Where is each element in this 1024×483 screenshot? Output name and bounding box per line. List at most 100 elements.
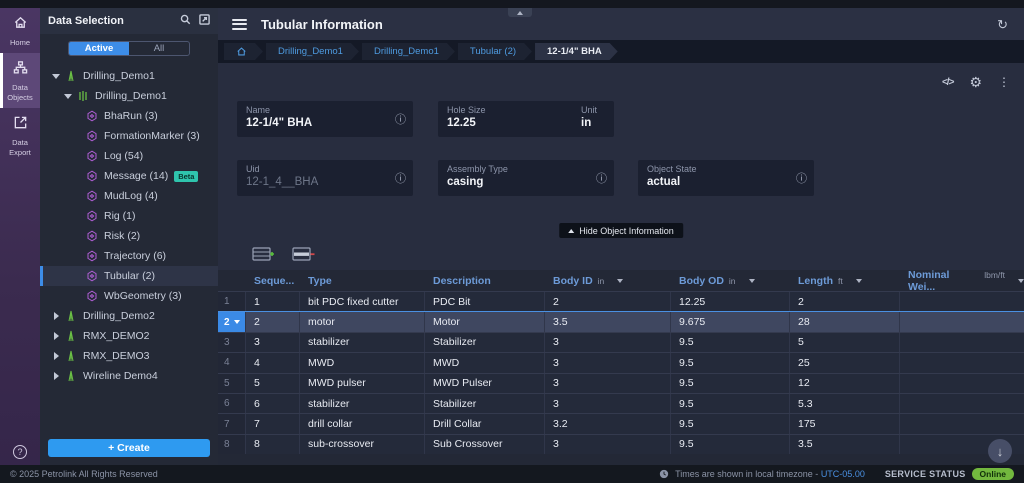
cell-body-od[interactable]: 9.5 <box>671 434 790 455</box>
object-state-field[interactable]: Object State actual ⓘ <box>638 160 814 196</box>
menu-icon[interactable] <box>232 18 247 30</box>
row-number[interactable]: 6 <box>218 393 246 414</box>
code-view-icon[interactable]: </> <box>941 76 955 88</box>
cell-description[interactable]: Stabilizer <box>425 393 545 414</box>
cell-length[interactable]: 3.5 <box>790 434 900 455</box>
cell-description[interactable]: Drill Collar <box>425 414 545 434</box>
refresh-icon[interactable]: ↻ <box>997 16 1008 32</box>
table-row[interactable]: 4 4 MWD MWD 3 9.5 25 <box>218 352 1024 373</box>
cell-body-id[interactable]: 3 <box>545 332 671 353</box>
row-number[interactable]: 3 <box>218 332 246 353</box>
cell-length[interactable]: 5 <box>790 332 900 353</box>
hide-object-information-button[interactable]: Hide Object Information <box>559 223 683 238</box>
cell-type[interactable]: stabilizer <box>300 332 425 353</box>
cell-sequence[interactable]: 4 <box>246 353 300 373</box>
cell-body-id[interactable]: 3 <box>545 353 671 373</box>
table-row[interactable]: 1 1 bit PDC fixed cutter PDC Bit 2 12.25… <box>218 291 1024 312</box>
row-number[interactable]: 5 <box>218 373 246 393</box>
caret-down-icon[interactable] <box>64 94 74 99</box>
cell-nominal-weight[interactable] <box>900 333 1024 352</box>
tree-item-log[interactable]: Log (54) <box>40 146 218 166</box>
cell-body-id[interactable]: 3 <box>545 393 671 414</box>
table-row[interactable]: 6 6 stabilizer Stabilizer 3 9.5 5.3 <box>218 392 1024 414</box>
cell-type[interactable]: bit PDC fixed cutter <box>300 292 425 312</box>
toggle-all[interactable]: All <box>153 43 165 54</box>
cell-length[interactable]: 28 <box>790 312 900 332</box>
cell-body-od[interactable]: 9.5 <box>671 373 790 393</box>
cell-type[interactable]: MWD pulser <box>300 373 425 393</box>
settings-gear-icon[interactable]: ⚙ <box>969 74 982 90</box>
tree-item-message[interactable]: Message (14) Beta <box>40 166 218 186</box>
cell-sequence[interactable]: 6 <box>246 393 300 414</box>
tree-item-formationmarker[interactable]: FormationMarker (3) <box>40 126 218 146</box>
caret-down-icon[interactable] <box>52 74 62 79</box>
cell-type[interactable]: sub-crossover <box>300 434 425 455</box>
cell-description[interactable]: Sub Crossover <box>425 434 545 455</box>
cell-body-id[interactable]: 3 <box>545 434 671 455</box>
cell-description[interactable]: Stabilizer <box>425 332 545 353</box>
nav-item-data-export[interactable]: Data Export <box>0 108 40 163</box>
column-dropdown-icon[interactable] <box>1018 278 1024 283</box>
tree-item-well[interactable]: Wireline Demo4 <box>40 366 218 386</box>
cell-body-od[interactable]: 9.5 <box>671 414 790 434</box>
tree-item-tubular[interactable]: Tubular (2) <box>40 266 218 286</box>
cell-length[interactable]: 5.3 <box>790 393 900 414</box>
cell-sequence[interactable]: 7 <box>246 414 300 434</box>
delete-row-icon[interactable] <box>292 247 315 262</box>
cell-length[interactable]: 2 <box>790 292 900 312</box>
column-header-length[interactable]: Length ft <box>790 275 900 287</box>
nav-item-data-objects[interactable]: Data Objects <box>0 53 40 109</box>
caret-right-icon[interactable] <box>52 372 62 380</box>
tree-item-well[interactable]: Drilling_Demo1 <box>40 66 218 86</box>
expand-panel-icon[interactable] <box>199 12 210 30</box>
cell-type[interactable]: stabilizer <box>300 393 425 414</box>
column-dropdown-icon[interactable] <box>617 278 624 283</box>
cell-description[interactable]: Motor <box>425 312 545 332</box>
tree-item-wbgeometry[interactable]: WbGeometry (3) <box>40 286 218 306</box>
cell-sequence[interactable]: 2 <box>246 312 300 332</box>
cell-body-od[interactable]: 9.5 <box>671 332 790 353</box>
tree-item-bharun[interactable]: BhaRun (3) <box>40 106 218 126</box>
caret-right-icon[interactable] <box>52 352 62 360</box>
cell-length[interactable]: 12 <box>790 373 900 393</box>
cell-description[interactable]: MWD Pulser <box>425 373 545 393</box>
cell-nominal-weight[interactable] <box>900 292 1024 311</box>
cell-nominal-weight[interactable] <box>900 414 1024 433</box>
info-icon[interactable]: ⓘ <box>796 173 807 185</box>
caret-right-icon[interactable] <box>52 332 62 340</box>
create-button[interactable]: + Create <box>48 439 210 457</box>
tree-item-mudlog[interactable]: MudLog (4) <box>40 186 218 206</box>
row-number[interactable]: 1 <box>218 292 246 312</box>
column-header-body-id[interactable]: Body ID in <box>545 275 671 287</box>
row-number[interactable]: 4 <box>218 353 246 373</box>
timezone-value[interactable]: UTC-05.00 <box>820 469 865 479</box>
cell-description[interactable]: MWD <box>425 353 545 373</box>
cell-body-od[interactable]: 9.675 <box>671 312 790 332</box>
table-row[interactable]: 5 5 MWD pulser MWD Pulser 3 9.5 12 <box>218 372 1024 393</box>
tree-item-well[interactable]: RMX_DEMO3 <box>40 346 218 366</box>
cell-body-id[interactable]: 3.2 <box>545 414 671 434</box>
cell-nominal-weight[interactable] <box>900 394 1024 413</box>
cell-length[interactable]: 25 <box>790 353 900 373</box>
cell-sequence[interactable]: 5 <box>246 373 300 393</box>
info-icon[interactable]: ⓘ <box>596 173 607 185</box>
nav-item-home[interactable]: Home <box>0 8 40 53</box>
cell-body-od[interactable]: 9.5 <box>671 393 790 414</box>
table-row[interactable]: 3 3 stabilizer Stabilizer 3 9.5 5 <box>218 331 1024 353</box>
tree-item-wellbore[interactable]: Drilling_Demo1 <box>40 86 218 106</box>
tree-item-well[interactable]: RMX_DEMO2 <box>40 326 218 346</box>
assembly-type-field[interactable]: Assembly Type casing ⓘ <box>438 160 614 196</box>
column-header-description[interactable]: Description <box>433 274 491 287</box>
tree-item-well[interactable]: Drilling_Demo2 <box>40 306 218 326</box>
tree-item-trajectory[interactable]: Trajectory (6) <box>40 246 218 266</box>
cell-sequence[interactable]: 1 <box>246 292 300 312</box>
scroll-to-bottom-button[interactable]: ↓ <box>988 439 1012 463</box>
tree-item-risk[interactable]: Risk (2) <box>40 226 218 246</box>
row-number[interactable]: 8 <box>218 434 246 455</box>
row-dropdown-icon[interactable] <box>234 320 240 325</box>
breadcrumb-home[interactable] <box>224 43 263 60</box>
column-header-nominal-weight[interactable]: Nominal Wei... lbm/ft <box>900 269 1024 293</box>
cell-nominal-weight[interactable] <box>900 353 1024 372</box>
cell-body-id[interactable]: 3.5 <box>545 312 671 332</box>
row-number[interactable]: 7 <box>218 414 246 434</box>
